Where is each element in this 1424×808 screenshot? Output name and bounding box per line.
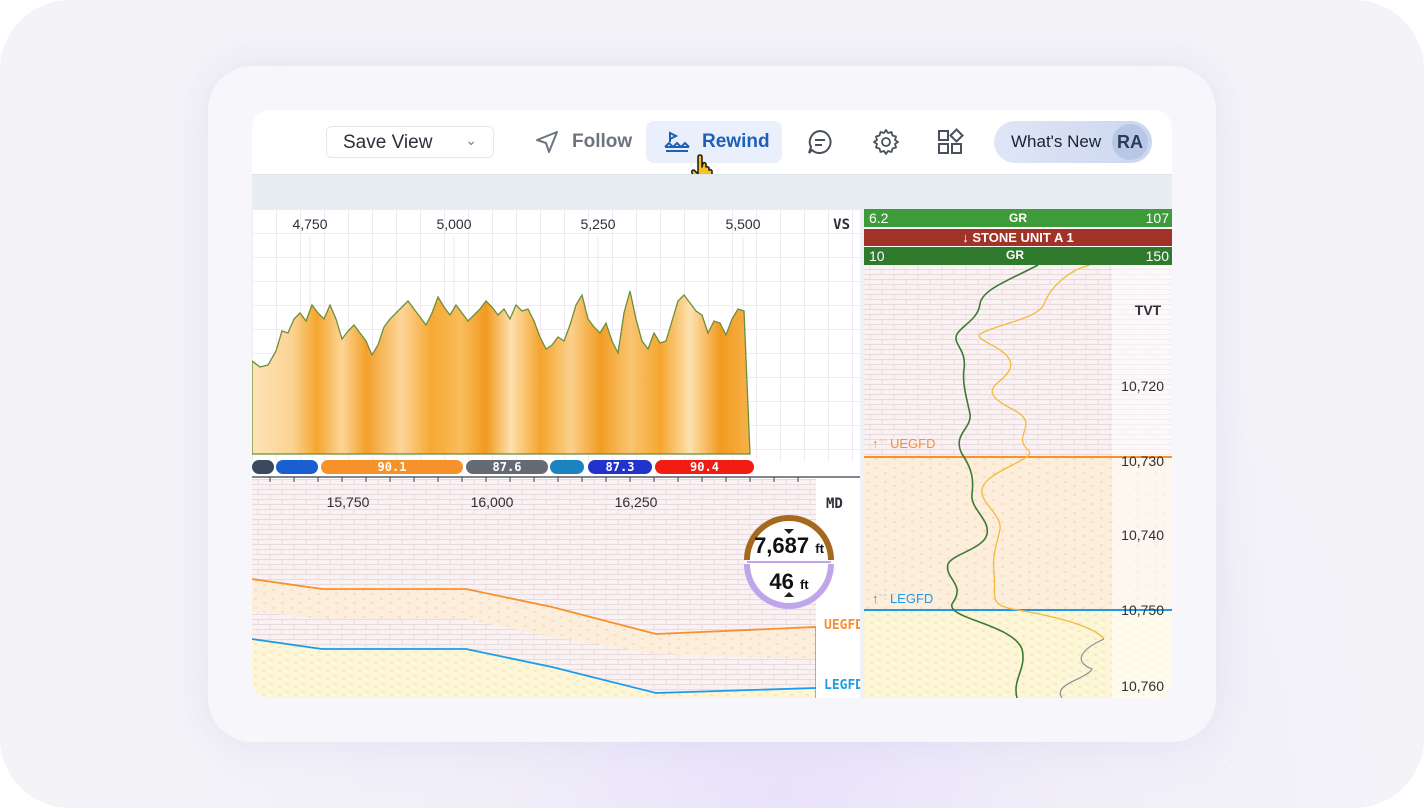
gr-top-bar[interactable] xyxy=(864,209,1172,227)
gr-bottom-center: GR xyxy=(1006,248,1024,262)
save-view-dropdown[interactable]: Save View ⌄ xyxy=(326,126,494,158)
badge[interactable] xyxy=(655,460,754,474)
up-arrow-icon xyxy=(784,592,794,597)
legfd-md-label: LEGFD xyxy=(824,678,863,693)
comments-button[interactable] xyxy=(804,126,836,158)
vs-tick-label: 5,500 xyxy=(725,216,760,232)
widgets-icon xyxy=(938,128,964,154)
tvt-tick-label: 10,740 xyxy=(1121,527,1164,543)
readout-ring xyxy=(744,515,834,609)
md-depth-value: 7,687 xyxy=(754,533,810,558)
uegfd-md-label: UEGFD xyxy=(824,618,863,633)
vs-tick-label: 4,750 xyxy=(292,216,327,232)
sub-toolbar xyxy=(252,174,1172,210)
badge-label: 90.4 xyxy=(690,460,719,474)
save-view-label: Save View xyxy=(343,132,433,153)
gr-top-left: 6.2 xyxy=(869,210,889,226)
badge[interactable] xyxy=(466,460,548,474)
gr-curve-orange xyxy=(978,264,1105,640)
follow-button[interactable]: Follow xyxy=(534,121,632,163)
rewind-button[interactable]: Rewind xyxy=(646,121,782,163)
badge-label: 90.1 xyxy=(378,460,407,474)
badge[interactable] xyxy=(588,460,652,474)
chat-icon xyxy=(808,129,832,154)
tvt-tick-label: 10,760 xyxy=(1121,678,1164,694)
md-depth-readout: 7,687 ft xyxy=(742,515,836,562)
stone-unit-label: ↓ STONE UNIT A 1 xyxy=(962,230,1073,245)
widgets-button[interactable] xyxy=(934,126,966,158)
gr-top-center: GR xyxy=(1009,211,1027,225)
md-readout-dial[interactable]: 7,687 ft 46 ft xyxy=(742,515,836,609)
md-tick-label: 16,000 xyxy=(471,494,514,510)
legfd-tvt-name: LEGFD xyxy=(890,591,933,606)
follow-label: Follow xyxy=(572,131,633,152)
badge[interactable] xyxy=(252,460,274,474)
uegfd-tvt-name: UEGFD xyxy=(890,436,936,451)
badge-label: 87.6 xyxy=(493,460,522,474)
md-depth-unit: ft xyxy=(815,541,824,556)
badge-label: 87.3 xyxy=(606,460,635,474)
badge[interactable] xyxy=(321,460,463,474)
whats-new-label: What's New xyxy=(1011,132,1102,151)
down-arrow-icon xyxy=(784,529,794,534)
md-axis-label: MD xyxy=(826,496,843,512)
vs-area xyxy=(252,290,751,455)
stone-unit-bar[interactable] xyxy=(864,229,1172,246)
whats-new-button[interactable]: What's New RA xyxy=(994,121,1152,163)
toolbar: Save View ⌄ Follow Rewind xyxy=(252,110,1172,174)
md-offset-value: 46 xyxy=(769,569,794,594)
badges-row: 90.1 87.6 87.3 90.4 xyxy=(252,460,754,474)
gr-bottom-right: 150 xyxy=(1146,248,1170,264)
gr-bottom-left: 10 xyxy=(869,248,885,264)
md-lower-zone xyxy=(252,639,816,698)
tvt-tick-label: 10,750 xyxy=(1121,602,1164,618)
send-icon xyxy=(536,131,558,153)
gr-curve-dark xyxy=(946,264,1039,698)
vs-axis-label: VS xyxy=(833,217,850,233)
chart-area: 4,750 5,000 5,250 5,500 VS 90.1 87.6 87.3 90.4… xyxy=(252,209,1172,698)
avatar[interactable]: RA xyxy=(1112,124,1148,160)
vs-tick-label: 5,000 xyxy=(436,216,471,232)
rewind-icon xyxy=(664,131,690,152)
badge[interactable] xyxy=(276,460,318,474)
panel-divider[interactable] xyxy=(860,209,864,698)
tvt-tick-label: 10,720 xyxy=(1121,378,1164,394)
app-window: Save View ⌄ Follow Rewind xyxy=(252,110,1172,698)
legfd-line xyxy=(252,638,817,694)
badge[interactable] xyxy=(550,460,584,474)
vs-tick-label: 5,250 xyxy=(580,216,615,232)
tvt-label-column xyxy=(1112,265,1172,698)
md-tick-label: 16,250 xyxy=(615,494,658,510)
md-middle-zone xyxy=(252,579,816,659)
md-tick-label: 15,750 xyxy=(327,494,370,510)
gr-bottom-bar[interactable] xyxy=(864,247,1172,265)
chart-canvas: 4,750 5,000 5,250 5,500 VS 90.1 87.6 87.3 90.4… xyxy=(252,209,1172,698)
gear-icon xyxy=(873,129,899,155)
gr-curve-gray xyxy=(1059,638,1105,698)
md-offset-unit: ft xyxy=(799,577,809,592)
tvt-axis-label: TVT xyxy=(1135,302,1162,318)
gr-top-right: 107 xyxy=(1146,210,1170,226)
chevron-down-icon: ⌄ xyxy=(465,132,477,148)
settings-button[interactable] xyxy=(870,126,902,158)
rewind-label: Rewind xyxy=(702,131,770,152)
tvt-tick-label: 10,730 xyxy=(1121,453,1164,469)
